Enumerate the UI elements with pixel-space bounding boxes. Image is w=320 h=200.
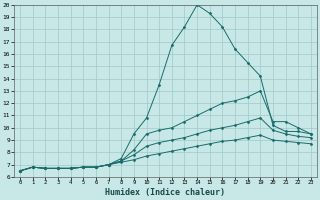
X-axis label: Humidex (Indice chaleur): Humidex (Indice chaleur) xyxy=(106,188,226,197)
